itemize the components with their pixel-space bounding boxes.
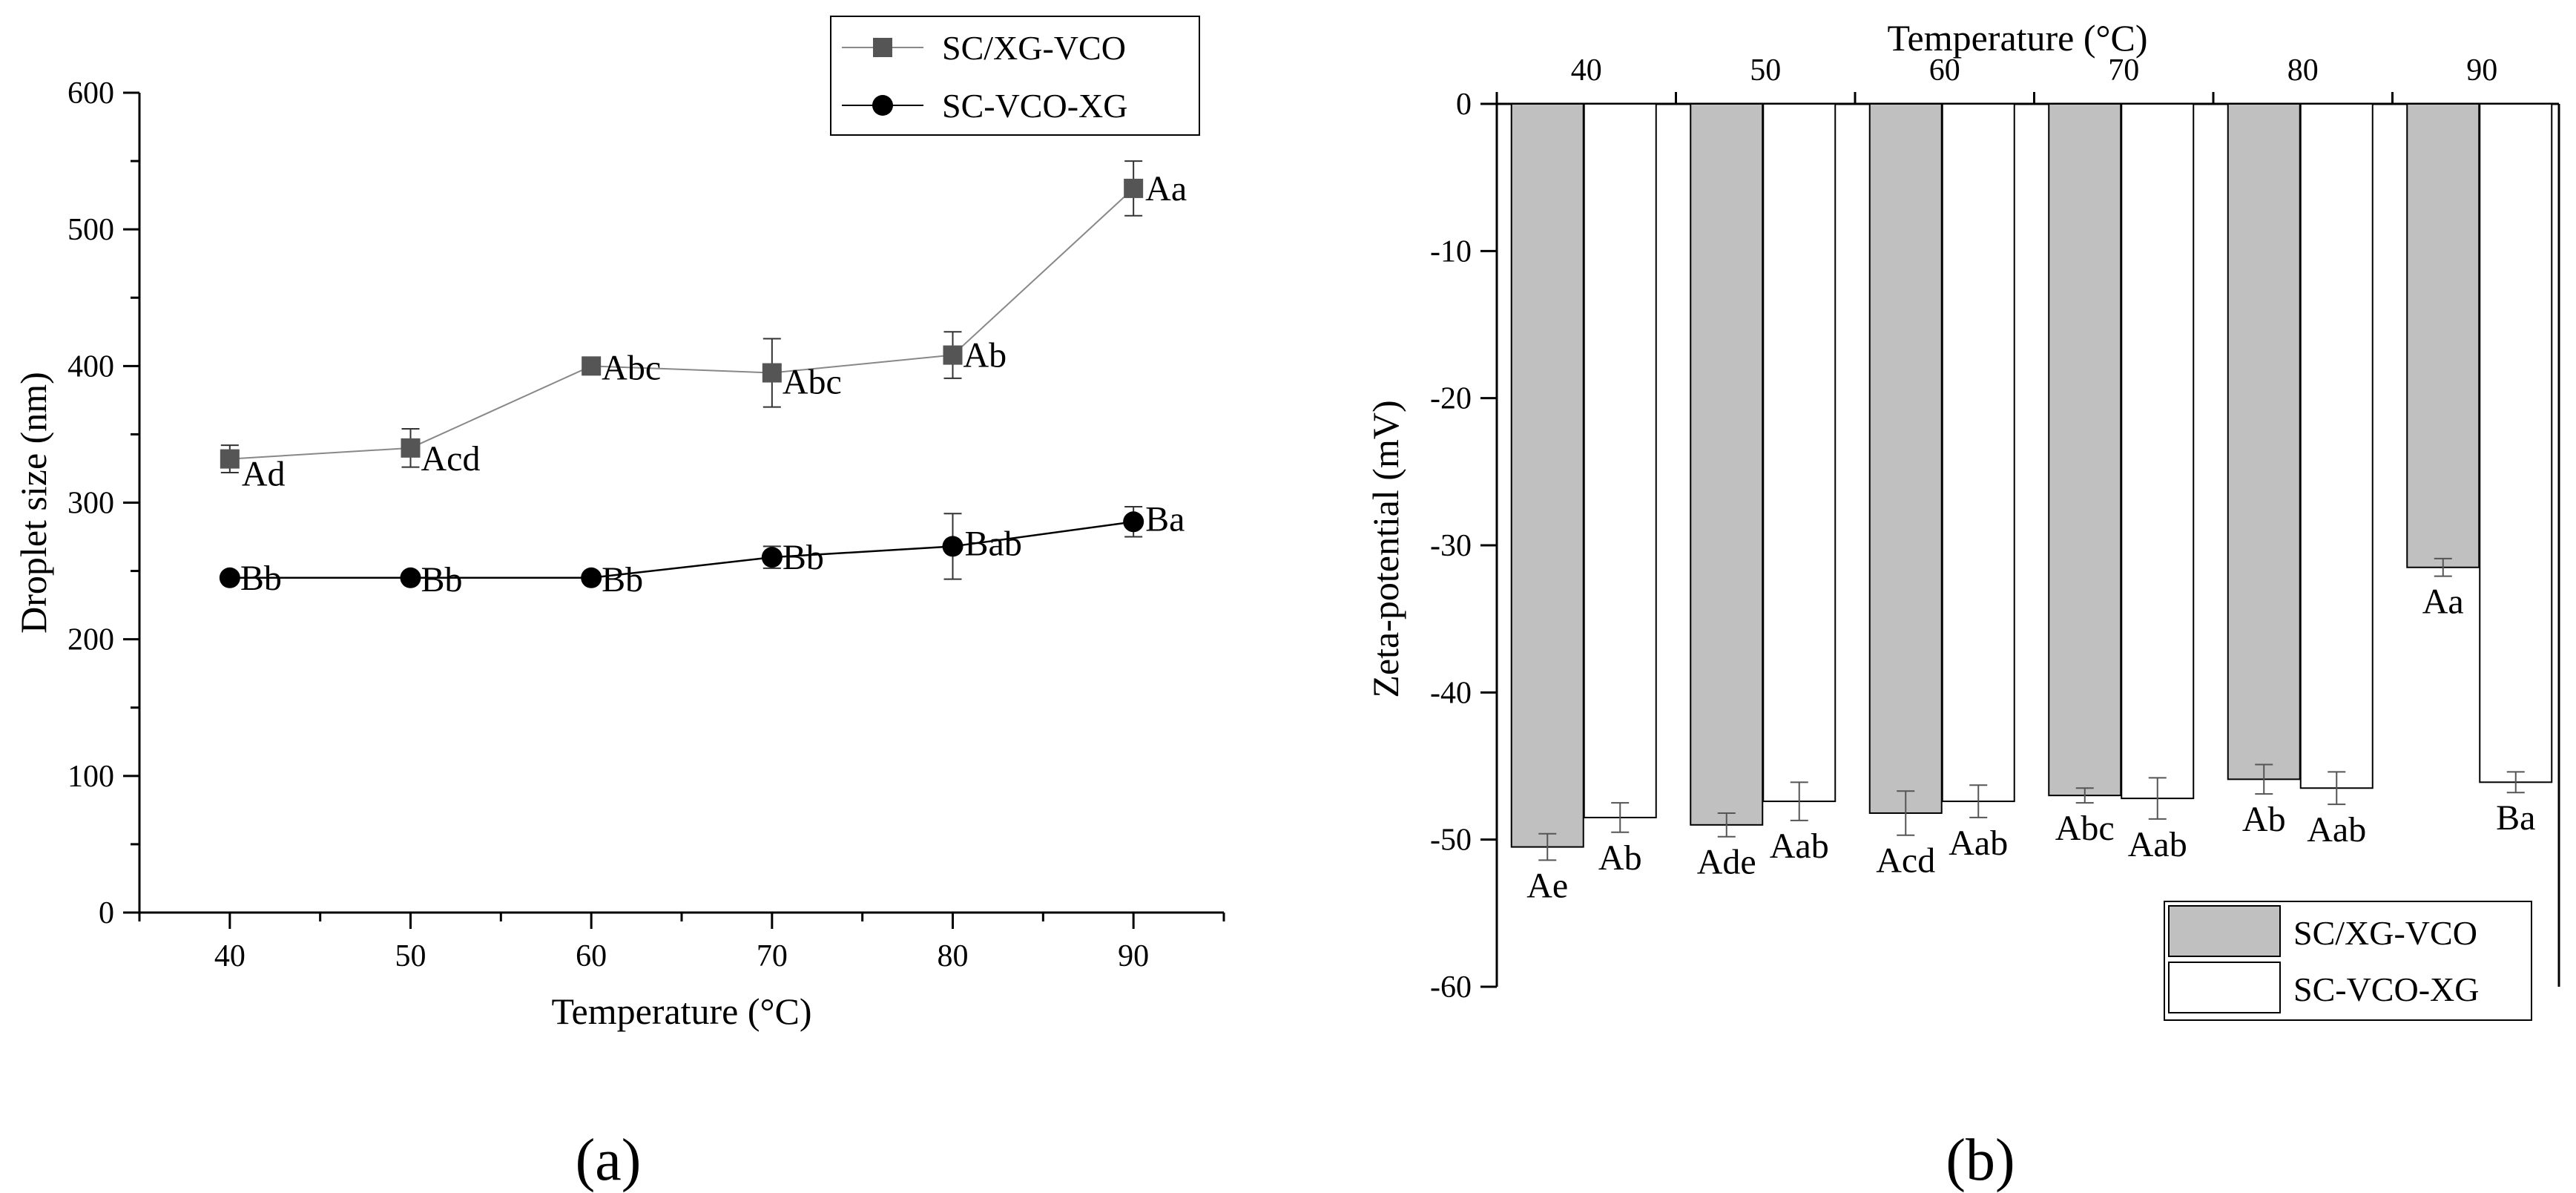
y-tick-label: 0	[99, 896, 114, 930]
bar-label: Aab	[1770, 826, 1829, 866]
legend-label: SC/XG-VCO	[942, 29, 1126, 67]
data-point	[942, 536, 963, 557]
legend-marker	[872, 95, 893, 116]
point-label: Bb	[421, 560, 463, 599]
data-point	[582, 356, 602, 376]
bar-label: Aab	[2307, 810, 2366, 849]
y-tick-label: -30	[1430, 529, 1472, 563]
x-axis-label: Temperature (°C)	[551, 990, 811, 1032]
y-tick-label: 400	[67, 349, 114, 384]
y-tick-label: -10	[1430, 234, 1472, 269]
bar	[2227, 103, 2301, 780]
x-tick-label: 70	[2108, 53, 2139, 88]
y-tick-label: 0	[1456, 88, 1472, 122]
bar	[2406, 103, 2480, 568]
y-tick-label: -60	[1430, 970, 1472, 1005]
x-tick-label: 50	[1750, 53, 1781, 88]
x-axis-label: Temperature (°C)	[1887, 17, 2147, 59]
y-tick-label: 600	[67, 76, 114, 111]
point-label: Bab	[965, 524, 1022, 563]
point-label: Bb	[783, 538, 824, 577]
y-tick-label: -40	[1430, 676, 1472, 710]
bar	[2121, 103, 2195, 800]
y-tick-label: 500	[67, 213, 114, 247]
data-point	[761, 547, 783, 568]
data-point	[400, 567, 421, 588]
x-tick-label: 90	[1118, 939, 1149, 973]
bar-label: Acd	[1876, 841, 1935, 881]
legend-label: SC/XG-VCO	[2293, 914, 2477, 952]
bar-label: Ba	[2496, 798, 2535, 838]
bar-label: Ae	[1526, 866, 1568, 905]
bar	[2048, 103, 2122, 797]
bar-label: Ab	[2242, 800, 2286, 839]
bar	[1690, 103, 1764, 826]
y-axis-label: Zeta-potential (mV)	[1365, 400, 1406, 697]
x-tick-label: 40	[214, 939, 246, 973]
bar	[1941, 103, 2015, 803]
x-tick-label: 50	[395, 939, 426, 973]
bar-label: Ab	[1598, 838, 1642, 878]
point-label: Aa	[1145, 169, 1187, 208]
y-tick-label: 100	[67, 760, 114, 794]
bar	[2299, 103, 2374, 789]
bar-label: Aab	[1949, 824, 2008, 863]
y-axis-label: Droplet size (nm)	[13, 372, 54, 634]
point-label: Ad	[242, 455, 286, 494]
x-tick-label: 80	[2287, 53, 2319, 88]
data-point	[220, 449, 240, 469]
point-label: Bb	[602, 560, 643, 599]
data-point	[1123, 511, 1144, 533]
legend-box	[830, 16, 1200, 136]
y-tick-label: -20	[1430, 382, 1472, 416]
data-point	[1124, 178, 1144, 198]
bar-label: Aab	[2128, 825, 2187, 864]
bar	[1583, 103, 1657, 818]
x-tick-label: 60	[576, 939, 607, 973]
point-label: Bb	[240, 559, 282, 598]
point-label: Abc	[783, 363, 842, 402]
bar	[1762, 103, 1837, 803]
data-point	[943, 345, 963, 365]
point-label: Ab	[963, 336, 1007, 375]
legend-marker	[873, 38, 892, 57]
x-tick-label: 80	[938, 939, 969, 973]
legend-swatch	[2168, 962, 2281, 1013]
y-tick-label: -50	[1430, 824, 1472, 858]
series-line-sc-vco-xg	[229, 521, 1134, 579]
y-tick-label: 200	[67, 623, 114, 657]
chart-b-zeta-potential: 0 -10 -20 -30 -40 -50 -60 Temperature (°C) Zeta-…	[1365, 17, 2560, 1193]
x-tick-label: 60	[1929, 53, 1960, 88]
point-label: Acd	[421, 439, 481, 479]
data-point	[762, 363, 782, 383]
bar-label: Ade	[1697, 843, 1756, 882]
x-tick-label: 40	[1571, 53, 1602, 88]
point-label: Ba	[1145, 499, 1185, 539]
panel-label-b: (b)	[1946, 1128, 2015, 1193]
x-tick-label: 90	[2466, 53, 2497, 88]
bar	[1510, 103, 1584, 848]
series-line-sc-xg-vco	[229, 188, 1134, 460]
bar-label: Abc	[2055, 809, 2115, 848]
data-point	[581, 567, 602, 588]
bar	[2479, 103, 2553, 783]
y-tick-label: 300	[67, 487, 114, 521]
legend-swatch	[2168, 905, 2281, 957]
data-point	[401, 438, 421, 458]
chart-a-droplet-size: 0 100 200 300 400 500 600 40 50 60 70 80 90 Temperatu…	[13, 16, 1225, 1193]
bar	[1868, 103, 1943, 814]
legend-label: SC-VCO-XG	[2293, 970, 2479, 1008]
x-tick-label: 70	[757, 939, 788, 973]
panel-label-a: (a)	[576, 1128, 642, 1193]
data-point	[219, 567, 240, 588]
point-label: Abc	[602, 348, 661, 387]
bar-label: Aa	[2422, 582, 2464, 622]
legend-label: SC-VCO-XG	[942, 87, 1127, 125]
